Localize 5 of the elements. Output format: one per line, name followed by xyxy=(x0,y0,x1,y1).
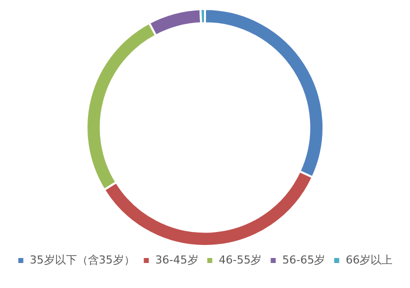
legend-label: 46-55岁 xyxy=(218,253,262,266)
legend-label: 56-65岁 xyxy=(282,253,326,266)
legend-label: 66岁以上 xyxy=(346,253,393,266)
legend-label: 35岁以下（含35岁） xyxy=(30,253,135,266)
legend-label: 36-45岁 xyxy=(155,253,198,266)
